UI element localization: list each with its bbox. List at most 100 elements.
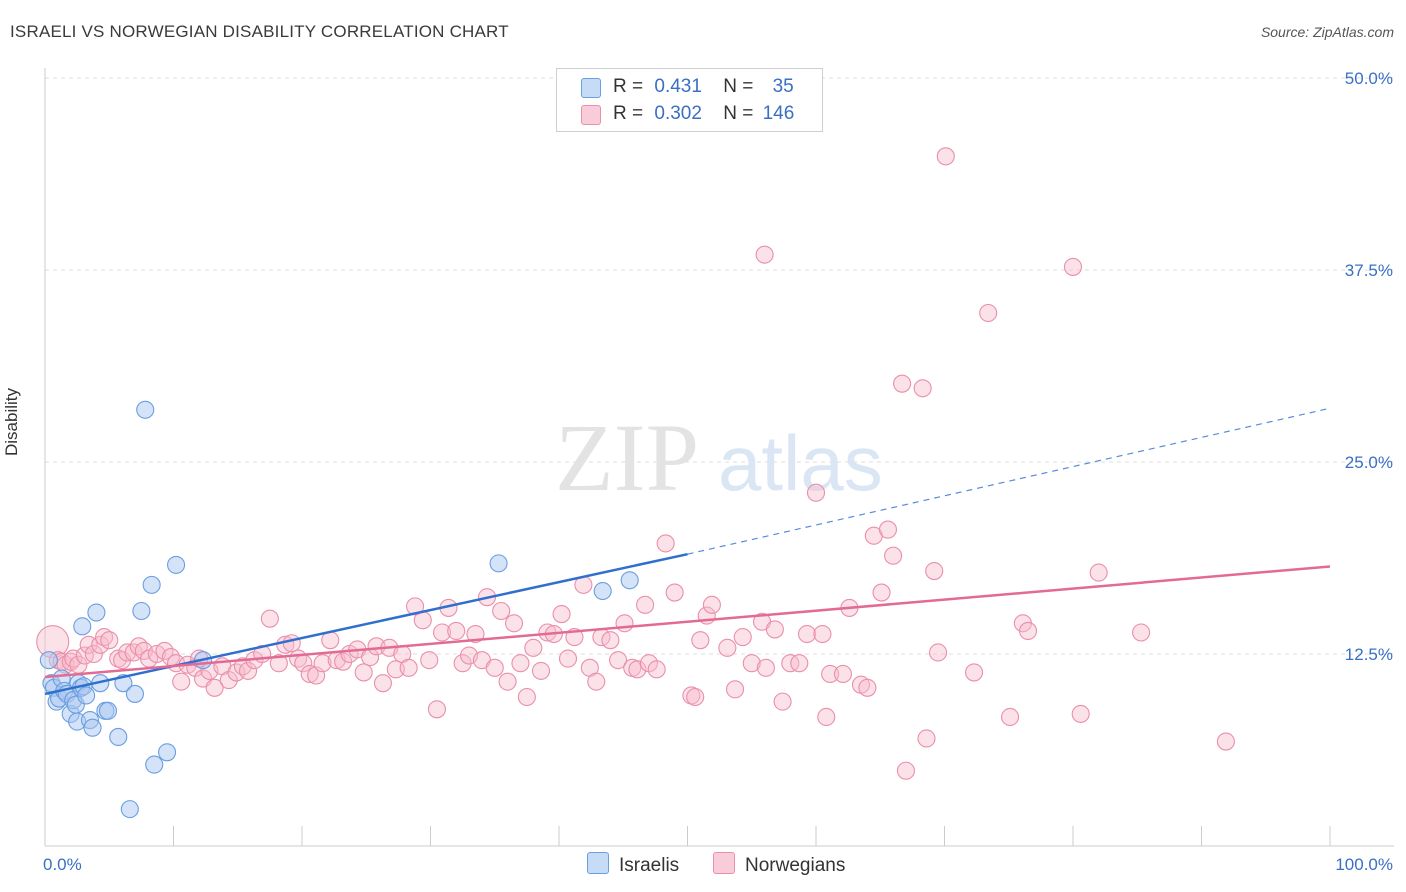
grid-lines (45, 77, 1394, 655)
y-tick-label: 25.0% (1345, 453, 1393, 472)
norwegians-point (75, 646, 94, 665)
legend-n-value: 35 (772, 76, 794, 97)
bottom-legend-israelis: Israelis (587, 852, 679, 877)
norwegians-point (1216, 732, 1235, 751)
norwegians-point (756, 658, 775, 677)
x-tick-label: 100.0% (1335, 855, 1393, 874)
norwegians-point (511, 654, 530, 673)
israelis-points (39, 400, 639, 819)
bottom-legend-norwegians: Norwegians (713, 852, 845, 877)
norwegians-point (628, 660, 647, 679)
watermark-zip: ZIP (555, 404, 699, 511)
norwegians-point (686, 687, 705, 707)
norwegians-point (427, 700, 446, 719)
x-tick-label: 0.0% (43, 855, 82, 874)
norwegians-point (492, 601, 511, 621)
norwegians-point (172, 672, 191, 691)
norwegians-point (636, 595, 655, 614)
legend-swatch-norwegians (581, 105, 601, 125)
legend-r-label: R = (613, 76, 644, 97)
legend-r-value: 0.431 (654, 76, 702, 97)
norwegians-point (742, 654, 761, 673)
norwegians-point (260, 609, 279, 628)
norwegians-point (691, 631, 710, 650)
norwegians-point (100, 631, 119, 650)
norwegians-point (979, 303, 998, 323)
norwegians-point (531, 661, 551, 680)
norwegians-point (485, 658, 504, 677)
y-tick-label: 12.5% (1345, 645, 1393, 664)
norwegians-point (609, 651, 628, 670)
norwegians-point (334, 652, 353, 671)
norwegians-point (790, 654, 809, 673)
norwegians-point (615, 614, 634, 633)
watermark-atlas: atlas (718, 419, 883, 507)
norwegians-point (447, 621, 466, 641)
norwegians-point (665, 583, 684, 602)
israelis-point (132, 601, 151, 621)
israelis-point (136, 400, 155, 419)
norwegians-point (913, 379, 932, 398)
legend-r-label: R = (613, 103, 644, 124)
norwegians-point (718, 638, 737, 657)
legend-swatch-israelis (581, 78, 601, 98)
israelis-point (167, 555, 186, 574)
norwegians-point (1000, 707, 1020, 727)
legend-n-label: N = (723, 103, 754, 124)
norwegians-point (833, 664, 853, 684)
y-tick-label: 37.5% (1345, 261, 1393, 280)
norwegians-point (702, 595, 721, 614)
norwegians-point (806, 483, 826, 502)
norwegians-point (893, 374, 912, 393)
norwegians-point (219, 671, 238, 690)
norwegians-point (896, 761, 916, 780)
norwegians-point (797, 624, 817, 644)
norwegians-point (813, 624, 832, 644)
norwegians-point (656, 534, 675, 553)
israelis-point (83, 718, 102, 737)
israelis-point (73, 617, 92, 636)
norwegians-point (917, 729, 936, 748)
norwegians-point (765, 620, 784, 639)
legend-n-value: 146 (762, 103, 795, 124)
israelis-point (39, 651, 58, 670)
norwegians-point (466, 624, 485, 644)
bottom-swatch-israelis (587, 852, 609, 874)
israelis-point (620, 571, 639, 590)
norwegians-point (773, 692, 792, 711)
norwegians-point (878, 520, 898, 539)
legend-n-label: N = (723, 76, 754, 97)
israelis-point (158, 743, 177, 762)
norwegians-point (1018, 621, 1038, 641)
norwegians-point (733, 628, 752, 647)
bottom-legend-israelis-label: Israelis (619, 855, 680, 876)
israelis-point (142, 575, 161, 594)
norwegians-point (238, 661, 258, 680)
norwegians-point (95, 628, 114, 647)
norwegians-point (1132, 623, 1151, 642)
norwegians-point (453, 654, 472, 673)
norwegians-point (420, 651, 439, 670)
norwegians-point (817, 707, 836, 727)
israelis-point (87, 603, 106, 622)
norwegians-point (558, 649, 578, 668)
norwegians-point (524, 638, 543, 657)
norwegians-point (965, 663, 984, 682)
norwegians-point (884, 546, 903, 565)
norwegians-point (300, 664, 319, 684)
norwegians-point (1063, 257, 1083, 276)
norwegians-point (601, 631, 620, 650)
norwegians-point (205, 678, 224, 697)
norwegians-point (517, 687, 536, 707)
israelis-point (125, 684, 144, 703)
norwegians-point (929, 643, 948, 662)
norwegians-point (587, 672, 606, 691)
israelis-point (489, 554, 508, 573)
norwegians-point (406, 597, 425, 616)
israelis-trend-line (44, 552, 688, 696)
israelis-point (77, 686, 96, 705)
norwegians-point (354, 663, 373, 682)
norwegians-point (725, 680, 745, 699)
stats-legend: R = 0.431 N = 35 R = 0.302 N = 146 (556, 68, 823, 132)
